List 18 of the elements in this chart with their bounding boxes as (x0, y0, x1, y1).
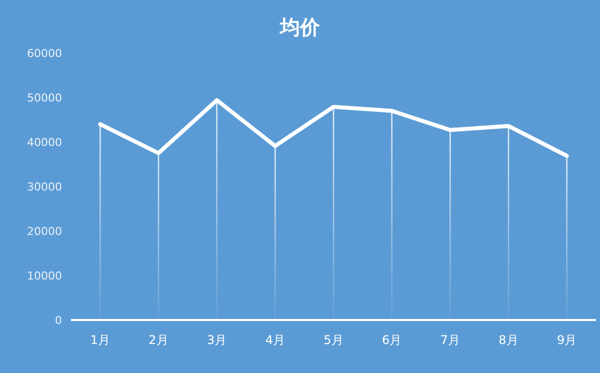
chart-title: 均价 (279, 15, 321, 39)
y-tick-label: 50000 (27, 91, 62, 104)
x-tick-label: 8月 (498, 333, 518, 347)
x-tick-label: 5月 (324, 333, 344, 347)
y-tick-label: 60000 (27, 46, 62, 60)
y-tick-label: 0 (55, 314, 62, 327)
y-tick-label: 10000 (27, 269, 62, 282)
y-tick-label: 20000 (27, 224, 62, 238)
x-tick-label: 4月 (265, 333, 285, 347)
y-tick-label: 40000 (27, 136, 62, 149)
x-tick-label: 2月 (148, 333, 168, 347)
x-tick-label: 1月 (90, 333, 110, 347)
x-tick-label: 9月 (557, 333, 577, 347)
x-tick-label: 3月 (207, 333, 227, 347)
x-tick-label: 6月 (382, 333, 402, 347)
x-tick-label: 7月 (440, 333, 460, 347)
line-series (98, 98, 569, 158)
y-tick-label: 30000 (27, 180, 62, 194)
